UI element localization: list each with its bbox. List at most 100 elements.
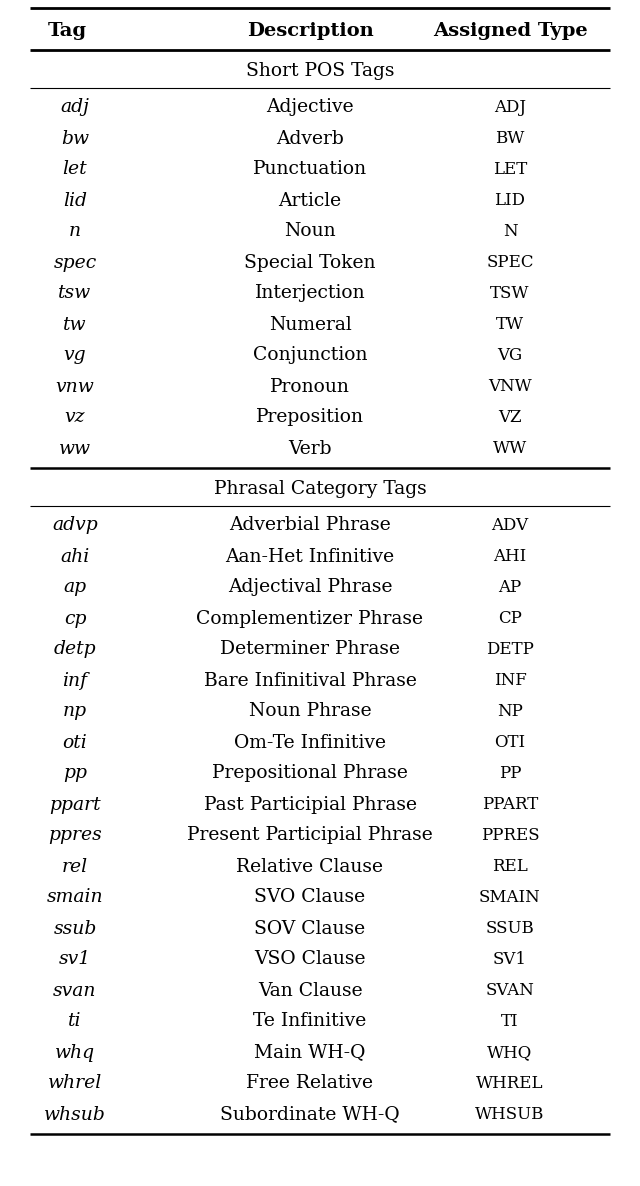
Text: ww: ww [59, 440, 91, 458]
Text: Present Participial Phrase: Present Participial Phrase [187, 827, 433, 844]
Text: Complementizer Phrase: Complementizer Phrase [196, 610, 424, 627]
Text: TI: TI [501, 1013, 519, 1029]
Text: vg: vg [64, 346, 86, 364]
Text: bw: bw [61, 129, 89, 147]
Text: VSO Clause: VSO Clause [254, 950, 365, 969]
Text: inf: inf [63, 671, 88, 689]
Text: ADJ: ADJ [494, 98, 526, 116]
Text: SPEC: SPEC [486, 254, 534, 270]
Text: Adjective: Adjective [266, 98, 354, 116]
Text: INF: INF [493, 672, 527, 689]
Text: Description: Description [246, 23, 373, 40]
Text: SMAIN: SMAIN [479, 890, 541, 906]
Text: whq: whq [55, 1044, 95, 1061]
Text: svan: svan [53, 982, 97, 1000]
Text: ppart: ppart [49, 796, 101, 814]
Text: Adverbial Phrase: Adverbial Phrase [229, 516, 391, 535]
Text: cp: cp [64, 610, 86, 627]
Text: Preposition: Preposition [256, 408, 364, 427]
Text: Relative Clause: Relative Clause [237, 857, 383, 875]
Text: OTI: OTI [495, 734, 525, 751]
Text: Prepositional Phrase: Prepositional Phrase [212, 765, 408, 783]
Text: ahi: ahi [60, 548, 90, 566]
Text: detp: detp [54, 640, 96, 658]
Text: Short POS Tags: Short POS Tags [246, 62, 394, 79]
Text: Adverb: Adverb [276, 129, 344, 147]
Text: SOV Clause: SOV Clause [255, 919, 365, 937]
Text: ap: ap [63, 579, 86, 597]
Text: PPRES: PPRES [481, 827, 540, 844]
Text: adj: adj [61, 98, 90, 116]
Text: whrel: whrel [48, 1075, 102, 1092]
Text: SVO Clause: SVO Clause [255, 888, 365, 906]
Text: WW: WW [493, 440, 527, 457]
Text: pp: pp [63, 765, 87, 783]
Text: advp: advp [52, 516, 98, 535]
Text: Punctuation: Punctuation [253, 160, 367, 179]
Text: Bare Infinitival Phrase: Bare Infinitival Phrase [204, 671, 417, 689]
Text: AP: AP [499, 579, 522, 597]
Text: Determiner Phrase: Determiner Phrase [220, 640, 400, 658]
Text: NP: NP [497, 703, 523, 720]
Text: ADV: ADV [492, 517, 529, 534]
Text: PPART: PPART [482, 796, 538, 812]
Text: SV1: SV1 [493, 951, 527, 968]
Text: Verb: Verb [288, 440, 332, 458]
Text: tw: tw [63, 315, 87, 333]
Text: Noun Phrase: Noun Phrase [249, 702, 371, 721]
Text: ssub: ssub [53, 919, 97, 937]
Text: Van Clause: Van Clause [258, 982, 362, 1000]
Text: LID: LID [495, 192, 525, 209]
Text: TSW: TSW [490, 285, 530, 302]
Text: Te Infinitive: Te Infinitive [253, 1013, 367, 1031]
Text: SSUB: SSUB [486, 920, 534, 937]
Text: AHI: AHI [493, 548, 527, 565]
Text: n: n [69, 223, 81, 241]
Text: WHSUB: WHSUB [476, 1107, 545, 1123]
Text: WHQ: WHQ [488, 1044, 532, 1061]
Text: PP: PP [499, 765, 521, 782]
Text: ppres: ppres [48, 827, 102, 844]
Text: Noun: Noun [284, 223, 336, 241]
Text: Assigned Type: Assigned Type [433, 23, 588, 40]
Text: REL: REL [492, 857, 528, 875]
Text: Subordinate WH-Q: Subordinate WH-Q [220, 1105, 400, 1123]
Text: CP: CP [498, 610, 522, 627]
Text: Article: Article [278, 191, 342, 210]
Text: Phrasal Category Tags: Phrasal Category Tags [214, 480, 426, 498]
Text: TW: TW [496, 315, 524, 333]
Text: vnw: vnw [56, 377, 94, 395]
Text: Numeral: Numeral [269, 315, 351, 333]
Text: Past Participial Phrase: Past Participial Phrase [204, 796, 417, 814]
Text: let: let [63, 160, 87, 179]
Text: whsub: whsub [44, 1105, 106, 1123]
Text: Main WH-Q: Main WH-Q [254, 1044, 365, 1061]
Text: VNW: VNW [488, 378, 532, 395]
Text: sv1: sv1 [59, 950, 91, 969]
Text: rel: rel [62, 857, 88, 875]
Text: tsw: tsw [58, 285, 92, 302]
Text: spec: spec [53, 254, 97, 272]
Text: np: np [63, 702, 87, 721]
Text: VZ: VZ [499, 409, 522, 426]
Text: Conjunction: Conjunction [253, 346, 367, 364]
Text: Interjection: Interjection [255, 285, 365, 302]
Text: smain: smain [47, 888, 103, 906]
Text: Adjectival Phrase: Adjectival Phrase [228, 579, 392, 597]
Text: Free Relative: Free Relative [246, 1075, 374, 1092]
Text: vz: vz [65, 408, 85, 427]
Text: lid: lid [63, 191, 87, 210]
Text: DETP: DETP [486, 640, 534, 658]
Text: Special Token: Special Token [244, 254, 376, 272]
Text: BW: BW [495, 130, 525, 147]
Text: Tag: Tag [48, 23, 87, 40]
Text: LET: LET [493, 161, 527, 178]
Text: N: N [502, 223, 517, 240]
Text: WHREL: WHREL [476, 1075, 544, 1092]
Text: Om-Te Infinitive: Om-Te Infinitive [234, 733, 386, 752]
Text: Aan-Het Infinitive: Aan-Het Infinitive [225, 548, 395, 566]
Text: oti: oti [63, 733, 88, 752]
Text: ti: ti [68, 1013, 82, 1031]
Text: Pronoun: Pronoun [270, 377, 350, 395]
Text: SVAN: SVAN [486, 982, 534, 999]
